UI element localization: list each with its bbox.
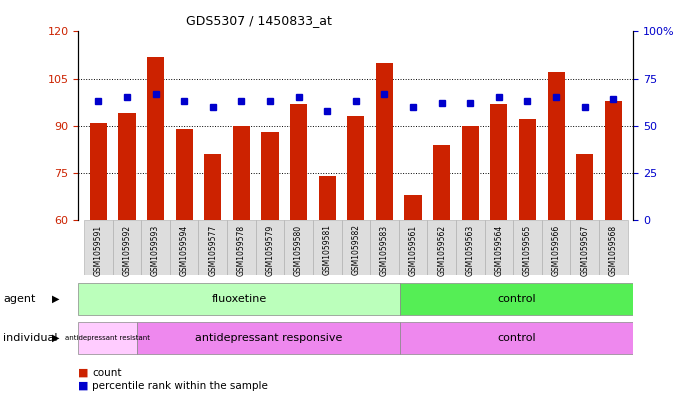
Bar [571,220,599,275]
Bar [399,220,428,275]
Bar [542,220,571,275]
Text: GSM1059565: GSM1059565 [523,224,532,276]
Text: control: control [497,333,536,343]
Text: GSM1059564: GSM1059564 [494,224,503,276]
Bar [227,220,255,275]
Text: control: control [497,294,536,304]
Bar [290,104,307,220]
Bar [347,116,364,220]
Text: GSM1059562: GSM1059562 [437,224,446,275]
Text: GSM1059594: GSM1059594 [180,224,189,276]
Bar [576,154,593,220]
Text: GSM1059579: GSM1059579 [266,224,274,276]
Bar [548,72,565,220]
Bar [176,129,193,220]
Bar [78,283,400,314]
Bar [428,220,456,275]
Bar [605,101,622,220]
Bar [170,220,198,275]
Bar [147,57,164,220]
Text: individual: individual [3,333,58,343]
Bar [341,220,370,275]
Bar [262,132,279,220]
Bar [490,104,507,220]
Bar [462,126,479,220]
Bar [78,322,137,354]
Text: ▶: ▶ [52,333,60,343]
Bar [141,220,170,275]
Text: count: count [92,367,121,378]
Text: GSM1059581: GSM1059581 [323,224,332,275]
Text: GSM1059568: GSM1059568 [609,224,618,275]
Text: GSM1059593: GSM1059593 [151,224,160,276]
Text: GSM1059566: GSM1059566 [552,224,560,276]
Bar [405,195,422,220]
Text: GDS5307 / 1450833_at: GDS5307 / 1450833_at [186,14,332,27]
Bar [198,220,227,275]
Bar [400,322,633,354]
Text: ▶: ▶ [52,294,60,304]
Bar [376,63,393,220]
Text: GSM1059567: GSM1059567 [580,224,589,276]
Bar [433,145,450,220]
Text: GSM1059561: GSM1059561 [409,224,417,275]
Bar [204,154,221,220]
Text: GSM1059578: GSM1059578 [237,224,246,275]
Text: agent: agent [3,294,36,304]
Bar [513,220,542,275]
Bar [118,113,136,220]
Text: GSM1059591: GSM1059591 [94,224,103,275]
Text: GSM1059583: GSM1059583 [380,224,389,275]
Text: ■: ■ [78,367,93,378]
Text: percentile rank within the sample: percentile rank within the sample [92,381,268,391]
Bar [485,220,513,275]
Text: antidepressant resistant: antidepressant resistant [65,335,150,341]
Bar [313,220,341,275]
Bar [112,220,141,275]
Bar [519,119,536,220]
Bar [90,123,107,220]
Bar [456,220,485,275]
Text: GSM1059580: GSM1059580 [294,224,303,275]
Bar [84,220,112,275]
Bar [370,220,399,275]
Text: GSM1059592: GSM1059592 [123,224,131,275]
Bar [255,220,284,275]
Text: GSM1059563: GSM1059563 [466,224,475,276]
Bar [599,220,628,275]
Text: GSM1059577: GSM1059577 [208,224,217,276]
Text: GSM1059582: GSM1059582 [351,224,360,275]
Bar [284,220,313,275]
Bar [233,126,250,220]
Bar [137,322,400,354]
Text: ■: ■ [78,381,93,391]
Bar [319,176,336,220]
Text: antidepressant responsive: antidepressant responsive [195,333,342,343]
Bar [400,283,633,314]
Text: fluoxetine: fluoxetine [211,294,266,304]
